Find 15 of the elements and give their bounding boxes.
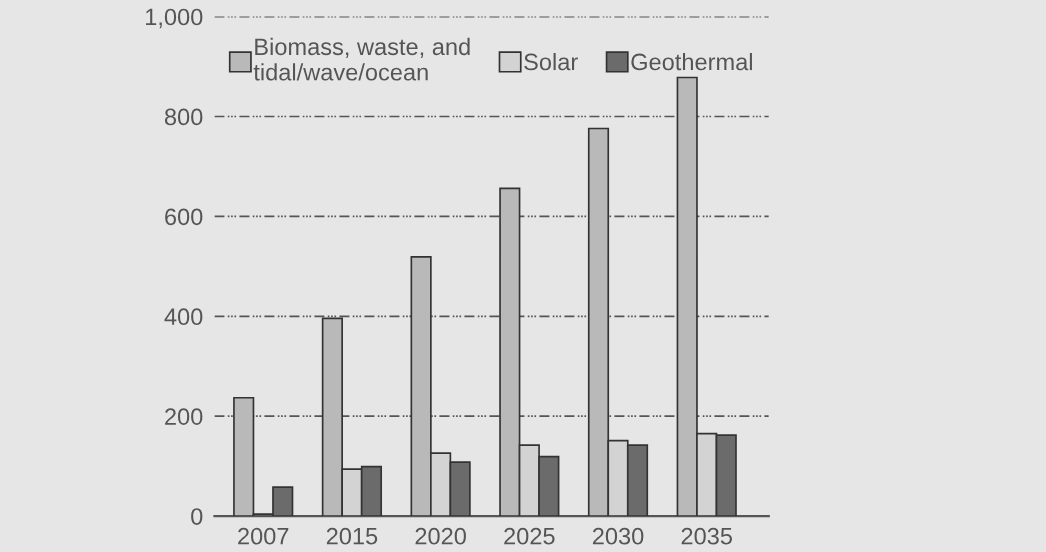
x-tick-label: 2025 xyxy=(504,527,555,545)
x-tick-label: 2030 xyxy=(592,527,644,545)
y-tick-label: 200 xyxy=(165,408,203,425)
y-tick-label: 400 xyxy=(164,308,203,326)
x-tick-label: 2020 xyxy=(415,527,466,545)
x-tick-label: 2007 xyxy=(238,527,289,545)
y-tick-label: 800 xyxy=(164,108,203,126)
y-tick-label: 600 xyxy=(165,208,203,226)
legend-label: Biomass, waste, and tidal/wave/ocean xyxy=(253,37,470,81)
x-tick-label: 2015 xyxy=(326,527,378,545)
legend-label: Solar xyxy=(524,52,578,71)
x-tick-label: 2035 xyxy=(681,527,732,545)
legend-label: Geothermal xyxy=(631,52,752,71)
y-tick-label: 0 xyxy=(191,508,203,525)
y-tick-label: 1,000 xyxy=(146,8,203,29)
